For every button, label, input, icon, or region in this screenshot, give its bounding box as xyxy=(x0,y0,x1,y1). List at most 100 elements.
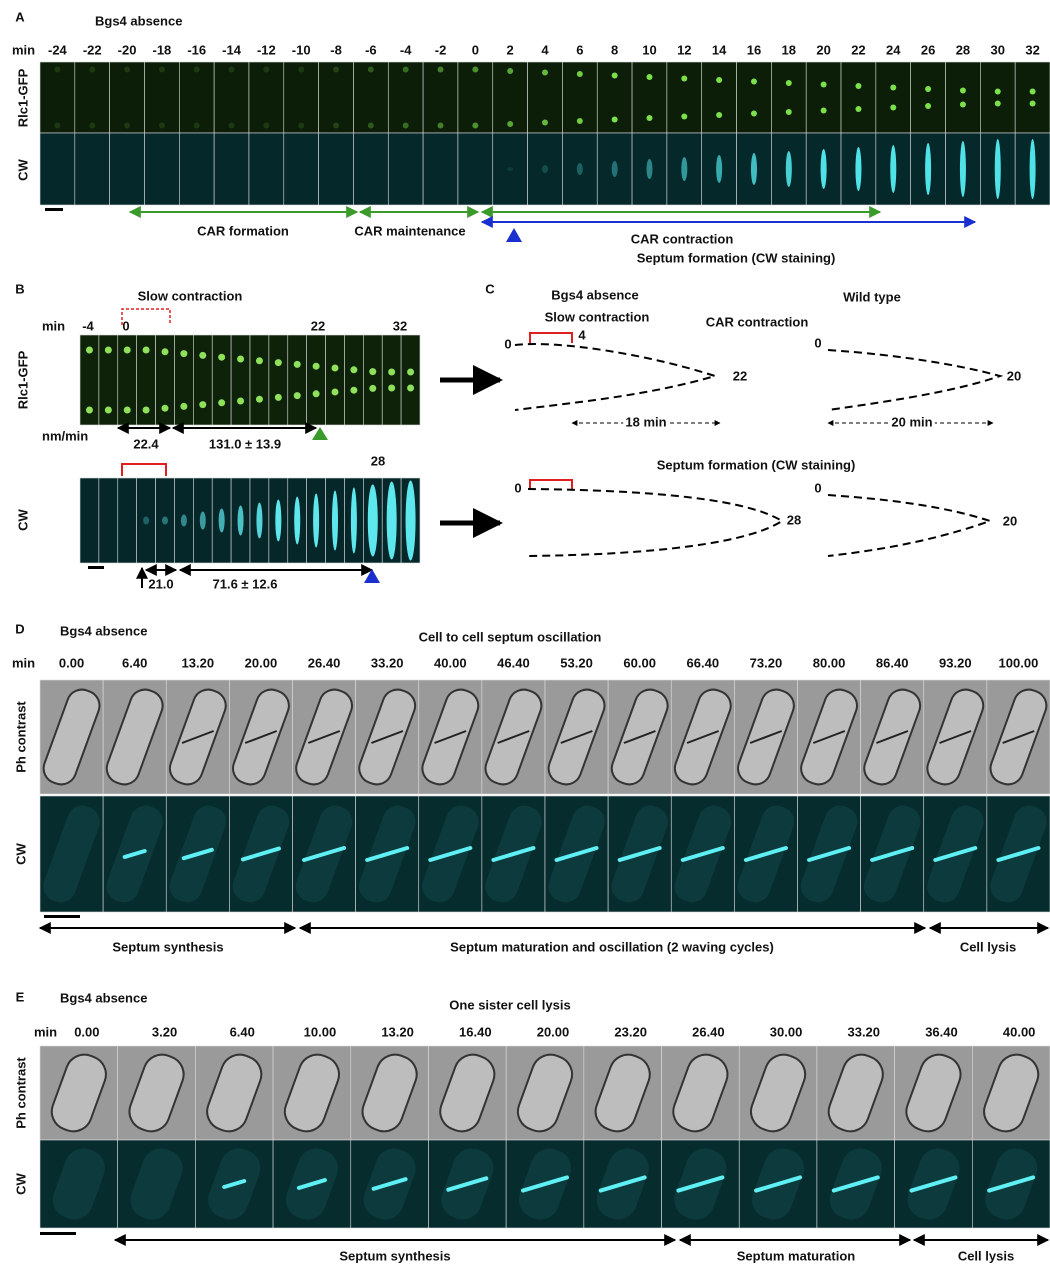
septum xyxy=(890,145,896,193)
label: 20 min xyxy=(891,414,932,429)
spot xyxy=(124,407,131,414)
spot xyxy=(105,407,112,414)
time-label: -12 xyxy=(257,42,276,57)
septum-curve xyxy=(828,495,990,556)
time-label: 18 xyxy=(782,42,796,57)
spot xyxy=(194,123,200,129)
time-label: 40.00 xyxy=(1003,1024,1036,1039)
spot xyxy=(995,89,1001,95)
frame xyxy=(118,478,137,563)
spot xyxy=(716,112,722,118)
spot xyxy=(646,74,652,80)
time-label: 46.40 xyxy=(497,655,530,670)
spot xyxy=(507,68,513,74)
septum xyxy=(646,159,652,179)
frame xyxy=(319,62,354,133)
label: 0 xyxy=(504,336,511,351)
frame xyxy=(911,62,946,133)
label: Septum synthesis xyxy=(112,939,223,954)
frame xyxy=(401,335,420,425)
time-label: 100.00 xyxy=(999,655,1039,670)
frame xyxy=(458,133,493,205)
time-label: 16.40 xyxy=(459,1024,492,1039)
time-label: 3.20 xyxy=(152,1024,177,1039)
frame xyxy=(319,133,354,205)
frame xyxy=(179,62,214,133)
spot xyxy=(368,123,374,129)
time-label: 26.40 xyxy=(692,1024,725,1039)
time-label: 2 xyxy=(507,42,514,57)
septum xyxy=(821,149,827,189)
spot xyxy=(124,123,130,129)
spot xyxy=(143,347,150,354)
contraction-curve xyxy=(828,350,1000,410)
frame xyxy=(388,133,423,205)
spot xyxy=(256,396,263,403)
frame xyxy=(771,62,806,133)
spot xyxy=(275,359,282,366)
spot xyxy=(350,366,357,373)
spot xyxy=(332,365,339,372)
frame xyxy=(193,335,212,425)
spot xyxy=(263,123,269,129)
spot xyxy=(313,363,320,370)
label: Bgs4 absence xyxy=(551,287,638,302)
septum xyxy=(406,481,416,561)
spot xyxy=(368,67,374,73)
septum xyxy=(612,161,618,177)
label: min xyxy=(42,318,65,333)
row-label: Ph contrast xyxy=(13,701,28,773)
time-label: 40.00 xyxy=(434,655,467,670)
label: Slow contraction xyxy=(138,288,243,303)
frame xyxy=(382,335,401,425)
spot xyxy=(199,352,206,359)
spot xyxy=(612,117,618,123)
septum xyxy=(751,153,757,185)
spot xyxy=(263,67,269,73)
frame xyxy=(737,62,772,133)
spot xyxy=(256,357,263,364)
septum xyxy=(275,500,281,542)
row-label: CW xyxy=(13,842,28,864)
label: CAR formation xyxy=(197,223,289,238)
frame xyxy=(284,62,319,133)
spot xyxy=(275,394,282,401)
spot xyxy=(403,67,409,73)
time-label: 14 xyxy=(712,42,727,57)
contraction-curve xyxy=(515,344,715,410)
time-label: 0.00 xyxy=(74,1024,99,1039)
label: min xyxy=(12,655,35,670)
time-label: 12 xyxy=(677,42,691,57)
time-label: 0.00 xyxy=(59,655,84,670)
panel-title: Bgs4 absence xyxy=(95,13,182,28)
label: 0 xyxy=(514,480,521,495)
spot xyxy=(105,347,112,354)
spot xyxy=(218,354,225,361)
frame xyxy=(110,133,145,205)
time-label: -10 xyxy=(292,42,311,57)
frame xyxy=(806,62,841,133)
label: min xyxy=(34,1024,57,1039)
time-label: -4 xyxy=(400,42,412,57)
label: Cell to cell septum oscillation xyxy=(419,629,602,644)
frame xyxy=(423,62,458,133)
time-label: 24 xyxy=(886,42,901,57)
frame xyxy=(458,62,493,133)
label: 32 xyxy=(393,318,407,333)
spot xyxy=(995,101,1001,107)
label: 20 xyxy=(1007,368,1021,383)
spot xyxy=(786,80,792,86)
row-label: CW xyxy=(15,158,30,180)
spot xyxy=(407,369,414,376)
spot xyxy=(786,109,792,115)
time-label: -6 xyxy=(365,42,377,57)
frame xyxy=(99,478,118,563)
frame xyxy=(353,133,388,205)
frame xyxy=(212,335,231,425)
scale-bar xyxy=(45,208,63,211)
time-label: 6.40 xyxy=(122,655,147,670)
row-label: CW xyxy=(15,508,30,530)
spot xyxy=(407,385,414,392)
time-label: 8 xyxy=(611,42,618,57)
label: 4 xyxy=(578,327,586,342)
